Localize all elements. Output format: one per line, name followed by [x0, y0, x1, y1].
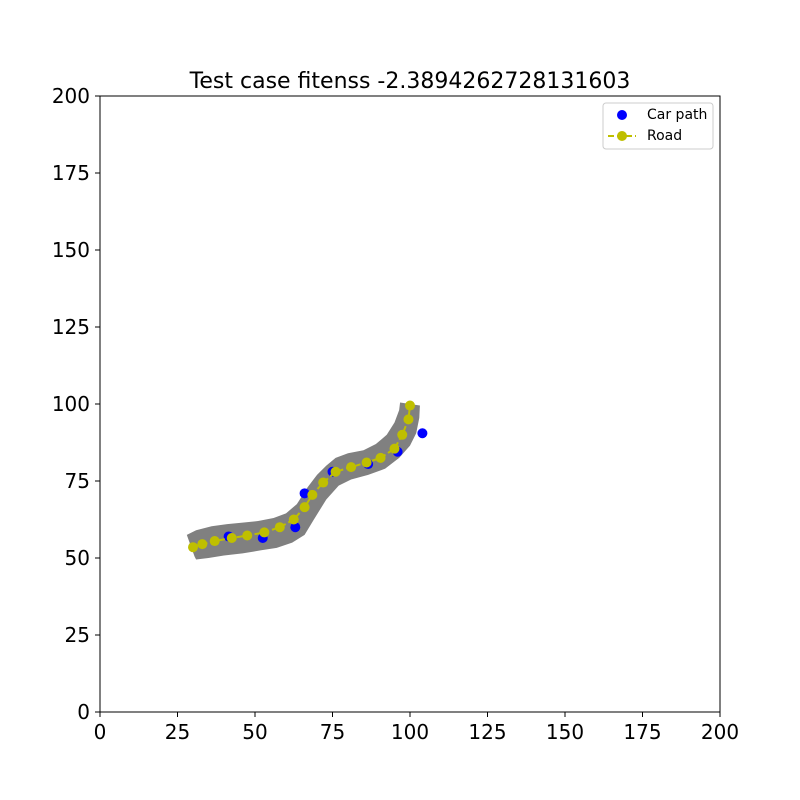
x-axis: 0 25 50 75 100 125 150 175 200 — [94, 712, 739, 744]
road-point — [299, 502, 310, 513]
x-tick-label: 200 — [701, 720, 739, 744]
road-point — [330, 466, 341, 477]
road-point — [361, 457, 372, 468]
legend-road-marker — [617, 131, 627, 141]
road-point — [197, 539, 208, 550]
x-tick-label: 50 — [242, 720, 267, 744]
x-tick-label: 0 — [94, 720, 107, 744]
legend-box — [602, 102, 714, 150]
series-road — [188, 400, 415, 553]
y-axis: 0 25 50 75 100 125 150 175 200 — [52, 84, 100, 724]
road-point — [405, 400, 415, 411]
y-tick-label: 75 — [65, 469, 90, 493]
road-point — [318, 477, 329, 488]
x-tick-label: 150 — [546, 720, 584, 744]
y-tick-label: 100 — [52, 392, 90, 416]
x-tick-label: 25 — [165, 720, 190, 744]
road-point — [403, 414, 414, 425]
y-tick-label: 50 — [65, 546, 90, 570]
y-tick-label: 200 — [52, 84, 90, 108]
road-point — [397, 429, 408, 440]
car-path-point — [299, 488, 310, 499]
chart-title: Test case fitenss -2.3894262728131603 — [189, 69, 631, 94]
legend: Car path Road — [602, 102, 714, 150]
x-tick-label: 175 — [623, 720, 661, 744]
road-area — [186, 402, 420, 560]
legend-car-path-label: Car path — [647, 107, 707, 123]
road-point — [307, 489, 318, 500]
series-layer — [188, 400, 428, 553]
y-tick-label: 25 — [65, 623, 90, 647]
x-tick-label: 100 — [391, 720, 429, 744]
road-point — [375, 452, 386, 463]
car-path-point — [290, 522, 301, 533]
road-point — [389, 443, 400, 454]
legend-road-label: Road — [647, 128, 682, 144]
car-path-point — [417, 428, 428, 439]
road-point — [188, 542, 198, 553]
road-point — [209, 536, 220, 547]
y-tick-label: 175 — [52, 161, 90, 185]
x-tick-label: 125 — [468, 720, 506, 744]
road-point — [274, 522, 285, 533]
y-tick-label: 150 — [52, 238, 90, 262]
x-tick-label: 75 — [320, 720, 345, 744]
y-tick-label: 125 — [52, 315, 90, 339]
road-point — [226, 532, 237, 543]
y-tick-label: 0 — [77, 700, 90, 724]
road-point — [242, 530, 253, 541]
legend-car-path-marker — [617, 110, 627, 120]
road-point — [259, 527, 270, 538]
road-area-layer — [186, 402, 420, 560]
road-point — [288, 514, 299, 525]
road-point — [346, 462, 357, 473]
